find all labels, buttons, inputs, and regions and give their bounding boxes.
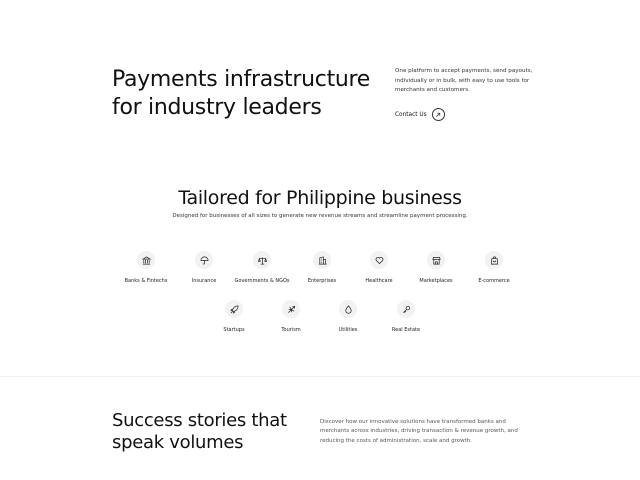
- stories-title-line-2: speak volumes: [112, 432, 244, 453]
- industry-insurance[interactable]: Insurance: [169, 251, 239, 284]
- industry-real-estate[interactable]: Real Estate: [371, 300, 441, 333]
- stories-title: Success stories that speak volumes: [112, 410, 312, 454]
- contact-us-link[interactable]: Contact Us: [395, 108, 445, 121]
- scale-icon: [253, 251, 271, 269]
- industry-utilities[interactable]: Utilities: [313, 300, 383, 333]
- industry-label: Tourism: [281, 327, 301, 333]
- industry-label: Marketplaces: [419, 278, 453, 284]
- arrow-up-right-icon: [431, 108, 445, 121]
- stories-title-line-1: Success stories that: [112, 410, 287, 431]
- industries-subtitle: Designed for businesses of all sizes to …: [172, 213, 468, 219]
- hero-title-line-1: Payments infrastructure: [112, 67, 371, 92]
- hero-description: One platform to accept payments, send pa…: [395, 68, 533, 93]
- industry-banks-fintechs[interactable]: Banks & Fintechs: [111, 251, 181, 284]
- industry-label: Banks & Fintechs: [124, 278, 168, 284]
- plane-icon: [282, 300, 300, 318]
- stories-description: Discover how our innovative solutions ha…: [320, 419, 518, 444]
- store-icon: [427, 251, 445, 269]
- section-divider: [0, 376, 640, 377]
- key-icon: [397, 300, 415, 318]
- industry-label: Governments & NGOs: [234, 278, 290, 284]
- industry-label: Healthcare: [365, 278, 393, 284]
- bank-icon: [137, 251, 155, 269]
- hero-title-line-2: for industry leaders: [112, 95, 322, 120]
- industry-enterprises[interactable]: Enterprises: [287, 251, 357, 284]
- shopping-bag-icon: [485, 251, 503, 269]
- industry-governments-ngos[interactable]: Governments & NGOs: [227, 251, 297, 284]
- industry-label: Startups: [223, 327, 245, 333]
- industries-title: Tailored for Philippine business: [178, 187, 462, 209]
- industry-label: E-commerce: [478, 278, 510, 284]
- droplet-icon: [339, 300, 357, 318]
- industry-tourism[interactable]: Tourism: [256, 300, 326, 333]
- industry-startups[interactable]: Startups: [199, 300, 269, 333]
- industry-label: Insurance: [191, 278, 217, 284]
- industry-marketplaces[interactable]: Marketplaces: [401, 251, 471, 284]
- industry-e-commerce[interactable]: E-commerce: [459, 251, 529, 284]
- contact-us-label: Contact Us: [395, 111, 427, 118]
- industry-label: Enterprises: [307, 278, 337, 284]
- industry-label: Real Estate: [391, 327, 421, 333]
- building-icon: [313, 251, 331, 269]
- hero-title: Payments infrastructure for industry lea…: [112, 66, 382, 122]
- umbrella-icon: [195, 251, 213, 269]
- industry-label: Utilities: [338, 327, 358, 333]
- rocket-icon: [225, 300, 243, 318]
- heart-icon: [370, 251, 388, 269]
- industry-healthcare[interactable]: Healthcare: [344, 251, 414, 284]
